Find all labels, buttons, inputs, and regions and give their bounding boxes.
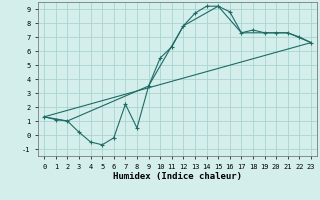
X-axis label: Humidex (Indice chaleur): Humidex (Indice chaleur) xyxy=(113,172,242,181)
